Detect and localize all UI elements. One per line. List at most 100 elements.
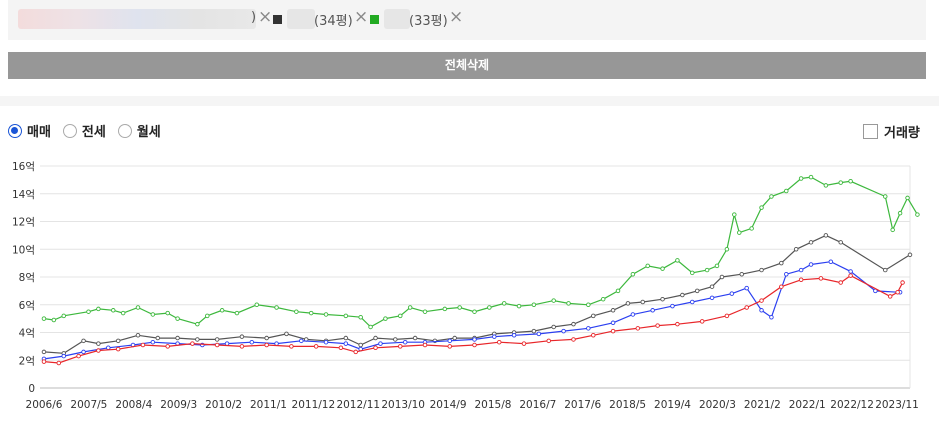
data-point	[274, 305, 279, 310]
data-point	[338, 345, 344, 351]
data-point	[645, 263, 650, 269]
data-point	[808, 240, 814, 245]
section-divider	[0, 96, 939, 106]
data-point	[308, 310, 314, 316]
data-point	[907, 252, 913, 258]
data-point	[447, 344, 453, 349]
data-point	[294, 309, 299, 314]
volume-toggle[interactable]: 거래량	[863, 122, 920, 141]
x-tick-label: 2021/2	[744, 399, 781, 411]
series-2	[41, 259, 903, 362]
radio-monthly-label: 월세	[136, 125, 161, 140]
data-point	[610, 320, 616, 326]
data-point	[472, 309, 477, 314]
volume-checkbox[interactable]	[863, 124, 878, 139]
chart-grid	[40, 165, 911, 389]
x-tick-label: 2019/4	[654, 399, 691, 411]
data-point	[724, 246, 730, 252]
remove-apartment-1-icon[interactable]: ×	[258, 7, 273, 27]
data-point	[412, 335, 418, 341]
data-point	[650, 308, 655, 313]
y-tick-label: 4억	[19, 328, 35, 340]
x-tick-label: 2007/5	[70, 399, 107, 411]
data-point	[323, 312, 329, 317]
data-point	[195, 337, 200, 342]
x-tick-label: 2013/10	[381, 399, 425, 411]
x-tick-label: 2022/1	[789, 399, 826, 411]
data-point	[615, 288, 621, 294]
data-point	[808, 262, 814, 267]
data-point	[516, 303, 522, 309]
data-point	[586, 302, 591, 307]
data-point	[41, 349, 47, 355]
data-point	[398, 344, 403, 349]
data-point	[660, 266, 665, 271]
data-point	[41, 359, 47, 364]
radio-sale-circle-icon[interactable]	[8, 123, 22, 138]
data-point	[239, 334, 245, 339]
data-point	[51, 317, 57, 323]
data-point	[195, 321, 200, 327]
data-point	[905, 195, 910, 201]
data-point	[551, 324, 556, 330]
remove-apartment-2-icon[interactable]: ×	[354, 7, 369, 27]
radio-sale[interactable]: 매매	[8, 121, 51, 140]
data-point	[848, 179, 853, 184]
data-point	[81, 349, 86, 355]
radio-monthly-circle-icon[interactable]	[117, 123, 132, 138]
data-point	[635, 326, 641, 331]
data-point	[838, 240, 843, 245]
data-point	[838, 280, 843, 285]
data-point	[81, 338, 86, 344]
data-point	[546, 338, 551, 344]
data-point	[165, 310, 170, 316]
y-axis-ticks: 0 2억 4억 6억 8억 10억 12억 14억 16억	[12, 161, 35, 395]
series-line	[43, 234, 911, 354]
data-point	[690, 270, 695, 276]
data-point	[610, 308, 616, 313]
price-chart: 0 2억 4억 6억 8억 10억 12억 14억 16억 2006/6 2007/5 2008/4…	[12, 161, 920, 411]
delete-all-button[interactable]: 전체삭제	[8, 52, 926, 79]
x-tick-label: 2011/1	[250, 399, 287, 411]
x-tick-label: 2023/11	[875, 399, 919, 411]
data-point	[254, 302, 260, 307]
data-point	[150, 312, 156, 317]
data-point	[838, 180, 843, 185]
radio-jeonse-circle-icon[interactable]	[62, 123, 77, 138]
data-point	[591, 333, 596, 338]
data-point	[660, 296, 665, 302]
data-point	[422, 342, 428, 348]
data-point	[732, 212, 737, 217]
data-point	[779, 260, 784, 266]
data-point	[759, 205, 764, 210]
data-point	[729, 291, 735, 296]
selected-apartments-bar: ) × (34평) × (33평) ×	[8, 0, 926, 40]
x-tick-label: 2017/6	[564, 399, 601, 411]
data-point	[739, 271, 744, 277]
remove-apartment-3-icon[interactable]: ×	[449, 7, 464, 27]
data-point	[808, 174, 814, 180]
y-tick-label: 2억	[19, 355, 35, 367]
data-point	[407, 305, 413, 310]
data-point	[155, 335, 161, 341]
data-point	[457, 305, 462, 310]
radio-jeonse[interactable]: 전세	[62, 121, 106, 140]
data-point	[274, 341, 279, 346]
radio-monthly[interactable]: 월세	[117, 121, 161, 140]
data-point	[798, 277, 804, 283]
x-tick-label: 2011/12	[292, 399, 336, 411]
apartment-2-size: (34평)	[314, 14, 353, 29]
data-point	[744, 285, 749, 291]
data-point	[343, 313, 349, 319]
data-point	[353, 349, 358, 355]
data-point	[289, 344, 294, 349]
y-tick-label: 16억	[12, 161, 35, 173]
data-point	[447, 338, 453, 344]
data-point	[393, 337, 398, 342]
data-point	[378, 341, 383, 346]
data-point	[106, 345, 111, 351]
data-point	[175, 335, 180, 341]
data-point	[264, 342, 269, 348]
data-point	[680, 292, 685, 298]
data-point	[625, 301, 631, 306]
